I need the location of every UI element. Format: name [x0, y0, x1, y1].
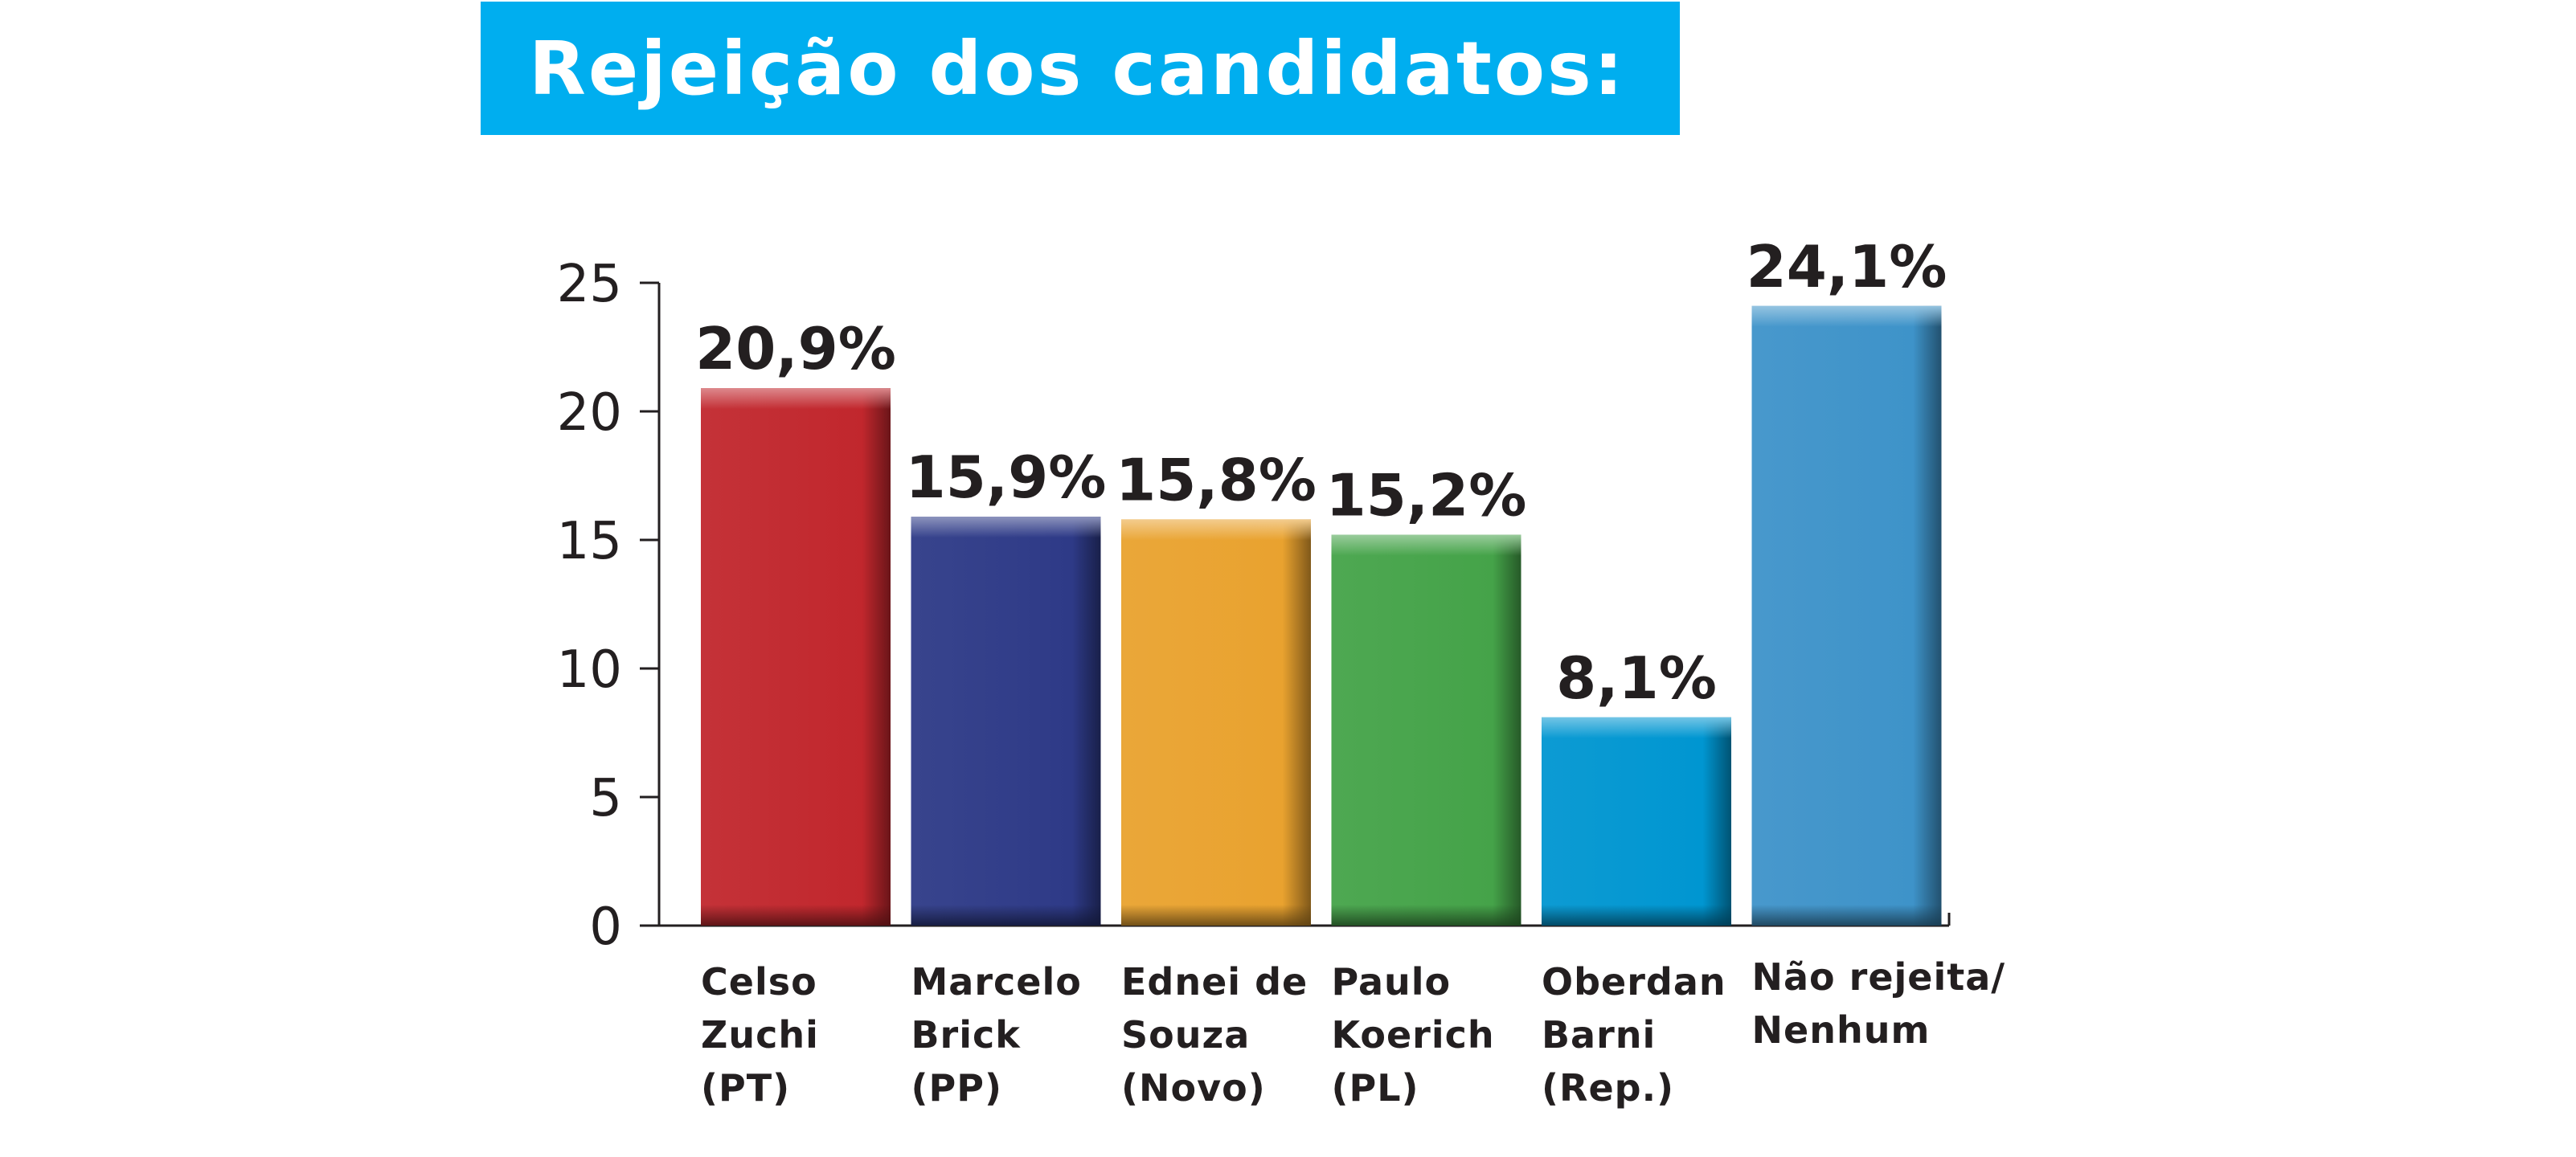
- x-tick-label-line: Oberdan: [1542, 960, 1726, 1004]
- data-label: 15,9%: [906, 444, 1107, 511]
- x-tick-label-line: Celso: [701, 960, 817, 1004]
- bar-group: [1121, 519, 1311, 926]
- x-tick-label-line: Barni: [1542, 1013, 1656, 1057]
- x-tick-label: Ednei de Souza (Novo): [1121, 960, 1308, 1110]
- x-tick-label-line: (PL): [1332, 1066, 1419, 1110]
- x-tick-label: Paulo Koerich (PL): [1332, 960, 1495, 1110]
- bar-group: [911, 517, 1101, 926]
- bar-group: [701, 388, 891, 926]
- x-tick-label-line: Souza: [1121, 1013, 1250, 1057]
- axis-layer: 0 5 10 15 20 25: [557, 255, 1951, 957]
- y-tick-label: 20: [557, 383, 622, 443]
- bar-shadow: [1331, 905, 1521, 926]
- bar-group: [1751, 305, 1942, 926]
- x-tick-label-line: Não rejeita/: [1752, 955, 2006, 999]
- x-tick-label-line: (PP): [911, 1066, 1002, 1110]
- y-tick-label: 0: [589, 897, 622, 957]
- bar-shadow: [1121, 905, 1311, 926]
- bar: [1751, 305, 1942, 926]
- x-tick-label-line: Paulo: [1332, 960, 1452, 1004]
- x-tick-label-line: (Novo): [1121, 1066, 1266, 1110]
- bar: [911, 517, 1101, 926]
- bar-shadow: [701, 905, 891, 926]
- bar-shadow: [1751, 905, 1942, 926]
- bar-shadow: [911, 905, 1101, 926]
- bar-highlight: [911, 517, 1101, 538]
- data-label: 8,1%: [1556, 644, 1717, 712]
- bar: [1121, 519, 1311, 926]
- data-label: 24,1%: [1747, 233, 1947, 300]
- bar-shadow: [1542, 905, 1731, 926]
- y-tick-label: 15: [557, 512, 622, 571]
- x-tick-label-line: (PT): [701, 1066, 790, 1110]
- x-tick-label-line: Ednei de: [1121, 960, 1308, 1004]
- bar: [1542, 717, 1731, 926]
- data-label: 15,8%: [1116, 446, 1317, 513]
- bar-layer: [701, 305, 1942, 926]
- title-banner: Rejeição dos candidatos:: [481, 2, 1680, 135]
- chart-title: Rejeição dos candidatos:: [529, 25, 1626, 112]
- x-tick-label-line: Brick: [911, 1013, 1022, 1057]
- bar: [701, 388, 891, 926]
- x-tick-label-line: Zuchi: [701, 1013, 819, 1057]
- y-tick-label: 25: [557, 255, 622, 314]
- x-tick-label: Celso Zuchi (PT): [701, 960, 819, 1110]
- x-tick-label-line: (Rep.): [1542, 1066, 1674, 1110]
- x-tick-label-line: Marcelo: [911, 960, 1082, 1004]
- bar-highlight: [1121, 519, 1311, 541]
- data-label: 20,9%: [695, 315, 896, 382]
- x-tick-label: Não rejeita/Nenhum: [1752, 955, 2006, 1052]
- bar-highlight: [1542, 717, 1731, 738]
- label-layer: 20,9% Celso Zuchi (PT) 15,9% Marcelo Brick (PP)…: [695, 233, 2005, 1110]
- bar-group: [1331, 534, 1521, 926]
- y-tick-label: 10: [557, 640, 622, 700]
- bar-group: [1542, 717, 1731, 926]
- y-tick-label: 5: [589, 769, 622, 828]
- x-tick-label-line: Nenhum: [1752, 1008, 1931, 1052]
- bar-highlight: [701, 388, 891, 410]
- x-tick-label-line: Koerich: [1332, 1013, 1495, 1057]
- bar: [1331, 534, 1521, 926]
- bar-highlight: [1751, 305, 1942, 327]
- data-label: 15,2%: [1326, 462, 1527, 529]
- bar-highlight: [1331, 534, 1521, 556]
- x-tick-label: Marcelo Brick (PP): [911, 960, 1082, 1110]
- x-tick-label: Oberdan Barni (Rep.): [1542, 960, 1726, 1110]
